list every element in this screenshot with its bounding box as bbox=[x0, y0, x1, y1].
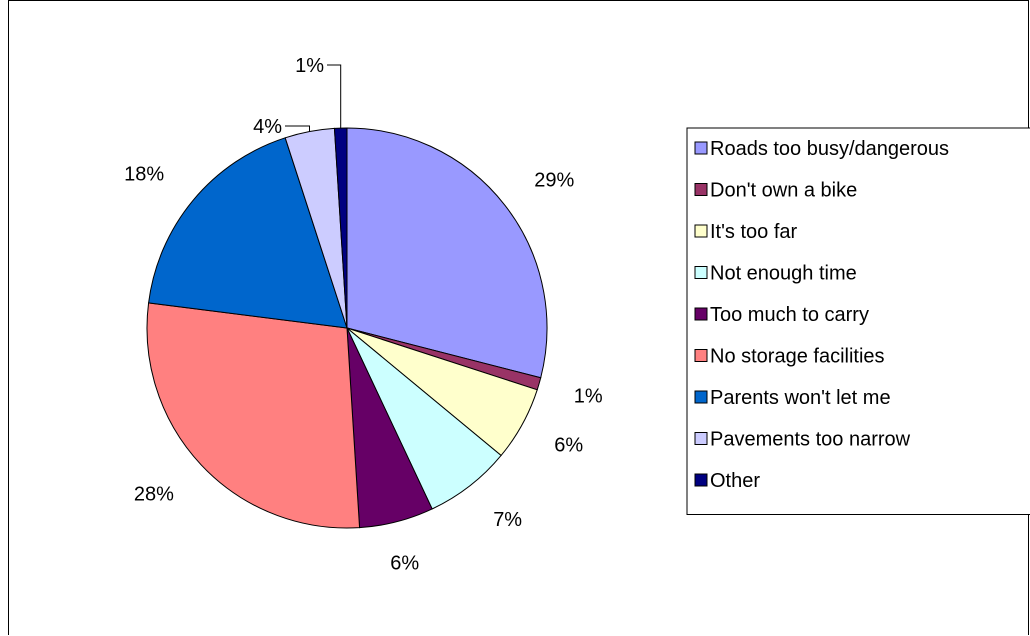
legend-label-it-s-too-far: It's too far bbox=[710, 221, 798, 243]
legend-label-other: Other bbox=[710, 470, 760, 492]
pie-slice-no-storage-facilities bbox=[146, 302, 361, 529]
legend-swatch-it-s-too-far bbox=[694, 224, 708, 238]
leader-line-pavements-too-narrow bbox=[285, 125, 310, 132]
legend-swatch-parents-won-t-let-me bbox=[694, 390, 708, 404]
data-label-too-much-to-carry: 6% bbox=[390, 552, 419, 574]
legend-swatch-pavements-too-narrow bbox=[694, 432, 708, 445]
data-label-it-s-too-far: 6% bbox=[554, 435, 583, 457]
legend-swatch-too-much-to-carry bbox=[694, 307, 708, 321]
pie-slice-parents-won-t-let-me bbox=[148, 137, 348, 329]
leader-line-other bbox=[327, 64, 342, 129]
data-label-don-t-own-a-bike: 1% bbox=[574, 386, 603, 408]
data-label-other: 1% bbox=[295, 55, 324, 77]
legend-box bbox=[686, 127, 1030, 515]
legend-label-too-much-to-carry: Too much to carry bbox=[710, 304, 869, 326]
data-label-not-enough-time: 7% bbox=[493, 509, 522, 531]
legend-label-not-enough-time: Not enough time bbox=[710, 263, 857, 285]
pie-chart: 29% 1% 6% 7% 6% 28% 18% 4% 1% Roads too busy/dang… bbox=[124, 55, 1030, 574]
data-label-no-storage-facilities: 28% bbox=[134, 484, 174, 506]
legend-label-no-storage-facilities: No storage facilities bbox=[710, 346, 885, 368]
legend-swatch-roads-too-busy-dangerous bbox=[694, 141, 708, 155]
legend-swatch-other bbox=[694, 473, 708, 487]
legend-swatch-don-t-own-a-bike bbox=[694, 183, 708, 196]
data-label-roads-too-busy-dangerous: 29% bbox=[534, 170, 574, 192]
legend-label-roads-too-busy-dangerous: Roads too busy/dangerous bbox=[710, 138, 949, 160]
legend-swatch-not-enough-time bbox=[694, 266, 708, 279]
data-label-parents-won-t-let-me: 18% bbox=[124, 164, 164, 186]
pie-slice-roads-too-busy-dangerous bbox=[346, 127, 548, 379]
legend-label-don-t-own-a-bike: Don't own a bike bbox=[710, 180, 857, 202]
legend-label-parents-won-t-let-me: Parents won't let me bbox=[710, 387, 891, 409]
chart-area: 29% 1% 6% 7% 6% 28% 18% 4% 1% Roads too busy/dang… bbox=[8, 0, 1030, 635]
legend-swatch-no-storage-facilities bbox=[694, 349, 708, 362]
data-label-pavements-too-narrow: 4% bbox=[253, 116, 282, 138]
legend-label-pavements-too-narrow: Pavements too narrow bbox=[710, 429, 911, 451]
